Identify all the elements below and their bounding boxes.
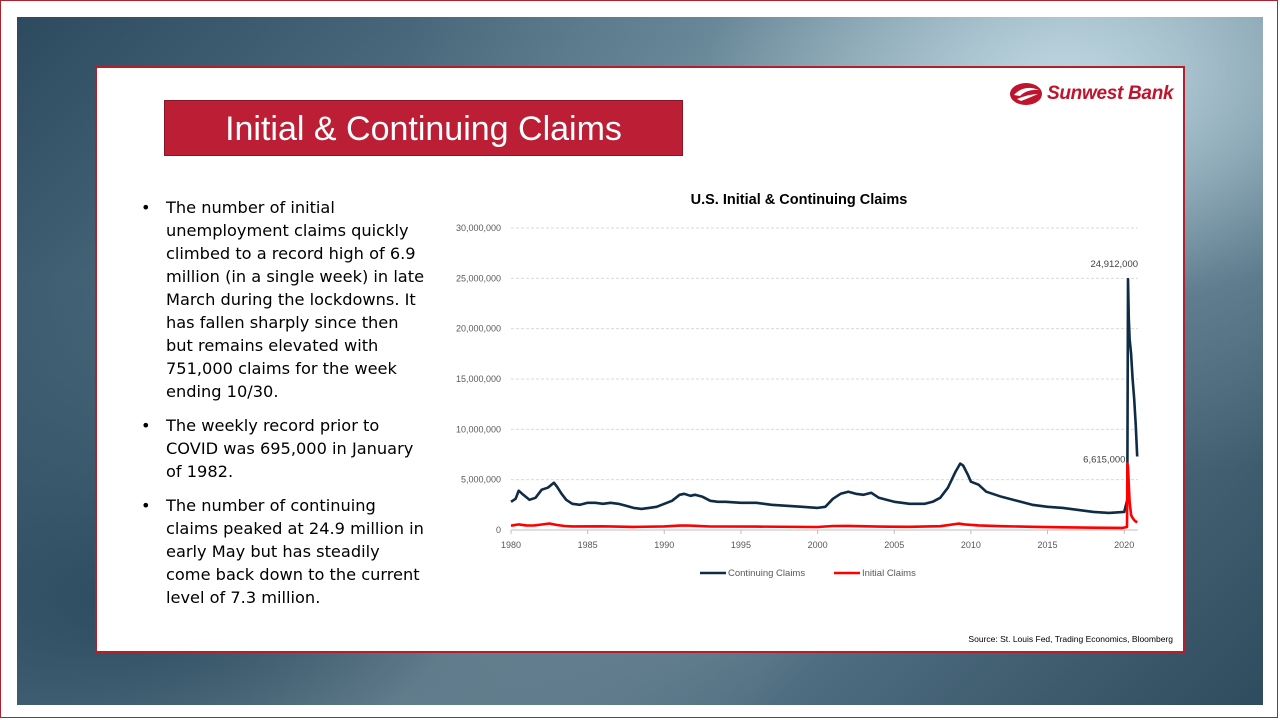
x-tick-label: 1990 [654, 540, 674, 550]
y-tick-label: 20,000,000 [456, 324, 501, 334]
logo-text: Sunwest Bank [1047, 83, 1174, 104]
series-line [510, 277, 1139, 515]
x-tick-label: 2000 [808, 540, 828, 550]
legend-label: Continuing Claims [728, 568, 805, 579]
line-chart: 30,000,000 25,000,000 20,000,000 15,000,000… [456, 223, 1139, 579]
bullet-text: The number of continuing claims peaked a… [166, 496, 424, 607]
bullet-item: • The weekly record prior to COVID was 69… [137, 414, 427, 483]
y-tick-label: 5,000,000 [461, 475, 501, 485]
series-line [510, 462, 1138, 530]
slide: Initial & Continuing Claims Sunwest Bank… [95, 66, 1185, 653]
x-tick-label: 2015 [1038, 540, 1058, 550]
bullet-text: The weekly record prior to COVID was 695… [166, 416, 414, 481]
y-tick-label: 25,000,000 [456, 273, 501, 283]
y-tick-label: 10,000,000 [456, 424, 501, 434]
sunwest-swoosh-icon [1010, 83, 1042, 105]
x-tick-label: 1985 [578, 540, 598, 550]
bullet-item: • The number of initial unemployment clai… [137, 196, 427, 403]
x-tick-label: 1980 [501, 540, 521, 550]
chart-title: U.S. Initial & Continuing Claims [690, 192, 908, 208]
bullet-dot-icon: • [141, 198, 151, 217]
y-tick-label: 15,000,000 [456, 374, 501, 384]
y-tick-label: 30,000,000 [456, 223, 501, 233]
x-tick-label: 2010 [961, 540, 981, 550]
x-tick-label: 2005 [884, 540, 904, 550]
data-label: 24,912,000 [1090, 259, 1138, 270]
bullet-dot-icon: • [141, 416, 151, 435]
x-tick-label: 2020 [1114, 540, 1134, 550]
data-label: 6,615,000 [1083, 454, 1125, 465]
bullet-text: The number of initial unemployment claim… [166, 198, 425, 401]
y-tick-label: 0 [496, 525, 501, 535]
bullet-dot-icon: • [141, 496, 151, 515]
title-banner: Initial & Continuing Claims [164, 100, 683, 156]
bullet-list: • The number of initial unemployment clai… [137, 196, 427, 620]
source-note: Source: St. Louis Fed, Trading Economics… [968, 634, 1173, 644]
logo: Sunwest Bank [1009, 80, 1179, 108]
legend-label: Initial Claims [862, 568, 916, 579]
slide-title: Initial & Continuing Claims [225, 110, 622, 148]
bullet-item: • The number of continuing claims peaked … [137, 494, 427, 609]
x-tick-label: 1995 [731, 540, 751, 550]
